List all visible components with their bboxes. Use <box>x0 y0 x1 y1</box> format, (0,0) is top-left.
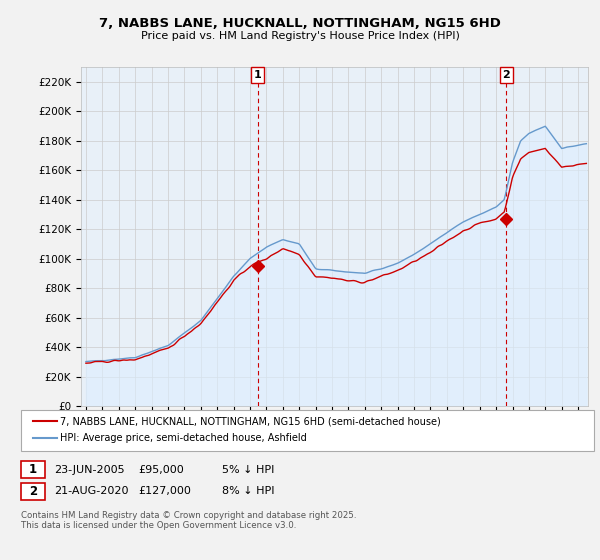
Text: £95,000: £95,000 <box>138 465 184 475</box>
Text: 8% ↓ HPI: 8% ↓ HPI <box>222 486 275 496</box>
Text: £127,000: £127,000 <box>138 486 191 496</box>
Text: 2: 2 <box>29 484 37 498</box>
Text: 21-AUG-2020: 21-AUG-2020 <box>54 486 128 496</box>
Text: 23-JUN-2005: 23-JUN-2005 <box>54 465 125 475</box>
Text: 5% ↓ HPI: 5% ↓ HPI <box>222 465 274 475</box>
Text: HPI: Average price, semi-detached house, Ashfield: HPI: Average price, semi-detached house,… <box>60 433 307 443</box>
Text: Contains HM Land Registry data © Crown copyright and database right 2025.
This d: Contains HM Land Registry data © Crown c… <box>21 511 356 530</box>
Text: 1: 1 <box>254 70 262 80</box>
Text: 2: 2 <box>503 70 511 80</box>
Text: Price paid vs. HM Land Registry's House Price Index (HPI): Price paid vs. HM Land Registry's House … <box>140 31 460 41</box>
Text: 7, NABBS LANE, HUCKNALL, NOTTINGHAM, NG15 6HD: 7, NABBS LANE, HUCKNALL, NOTTINGHAM, NG1… <box>99 17 501 30</box>
Text: 1: 1 <box>29 463 37 477</box>
Text: 7, NABBS LANE, HUCKNALL, NOTTINGHAM, NG15 6HD (semi-detached house): 7, NABBS LANE, HUCKNALL, NOTTINGHAM, NG1… <box>60 416 441 426</box>
